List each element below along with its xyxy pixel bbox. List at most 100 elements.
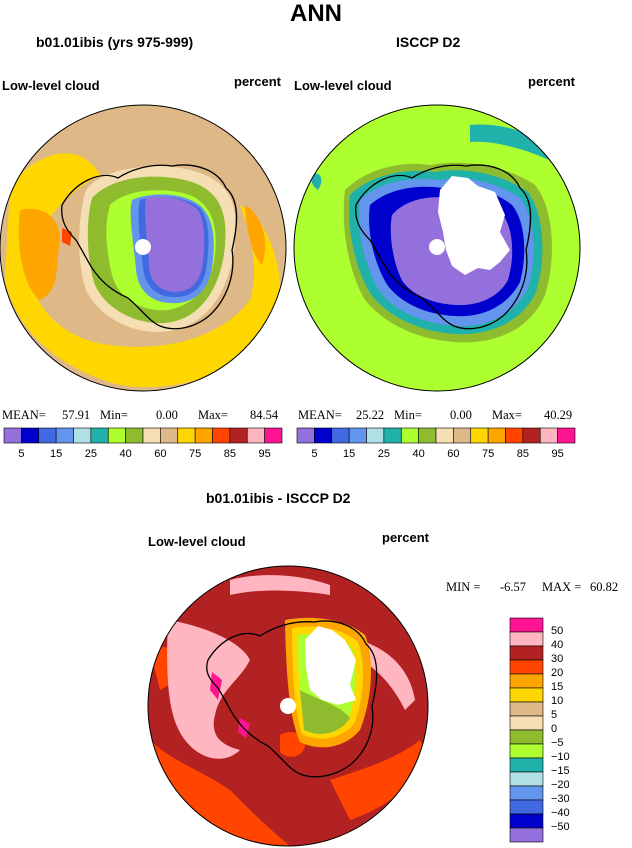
colorbar-box: [435, 427, 454, 444]
map-border-obs: [293, 104, 581, 392]
field-band-orange-east: [245, 205, 266, 265]
colorbar-box: [160, 427, 179, 444]
pole-marker: [280, 698, 296, 714]
colorbar-tick-label: −10: [551, 751, 570, 763]
colorbar-box: [55, 427, 74, 444]
colorbar-box: [487, 427, 506, 444]
colorbar-box: [348, 427, 367, 444]
colorbar-box: [21, 427, 40, 444]
colorbar-box: [125, 427, 144, 444]
colorbar-box: [509, 715, 544, 731]
colorbar-box: [90, 427, 109, 444]
colorbar-tick-label: −30: [551, 793, 570, 805]
colorbar-box: [296, 427, 315, 444]
colorbar-tick-label: 5: [551, 709, 558, 721]
field-band-yellow: [5, 153, 281, 388]
variable-label-model: Low-level cloud: [2, 78, 100, 93]
colorbar-box: [264, 427, 283, 444]
colorbar-tick-label: 40: [551, 639, 564, 651]
colorbar-box: [505, 427, 524, 444]
colorbar-tick-label: 40: [412, 448, 425, 460]
colorbar-box: [509, 673, 544, 689]
colorbar-box: [509, 617, 544, 633]
colorbar-tick-label: 50: [551, 625, 564, 637]
mean-value-obs: 25.22: [356, 408, 385, 422]
colorbar-box: [509, 799, 544, 815]
min-value-diff: -6.57: [500, 580, 527, 594]
colorbar-box: [418, 427, 437, 444]
colorbar-box: [177, 427, 196, 444]
pole-marker: [135, 239, 151, 255]
colorbar-box: [212, 427, 231, 444]
field-patch-pink-east: [360, 640, 415, 710]
colorbar-tick-label: 85: [223, 448, 236, 460]
field-ring-olive: [300, 690, 350, 734]
colorbar-box: [194, 427, 213, 444]
field-core-purple: [145, 196, 205, 292]
colorbar-box: [314, 427, 333, 444]
max-label-obs: Max=: [492, 408, 522, 422]
field-no-data: [438, 176, 510, 275]
colorbar-tick-label: 30: [551, 653, 564, 665]
colorbar-box: [509, 743, 544, 759]
min-label-obs: Min=: [394, 408, 422, 422]
units-label-model: percent: [234, 74, 281, 89]
colorbar-tick-label: 40: [119, 448, 132, 460]
colorbar-tick-label: −40: [551, 807, 570, 819]
colorbar-tick-label: −50: [551, 821, 570, 833]
variable-label-diff: Low-level cloud: [148, 534, 246, 549]
colorbar-box: [509, 757, 544, 773]
max-label-diff: MAX =: [542, 580, 582, 594]
colorbar-box: [509, 771, 544, 787]
min-value-model: 0.00: [156, 408, 178, 422]
max-value-model: 84.54: [250, 408, 279, 422]
pole-marker: [429, 239, 445, 255]
field-band-orange-west: [18, 208, 61, 300]
colorbar-tick-label: 20: [551, 667, 564, 679]
colorbar-box: [73, 427, 92, 444]
colorbar-tick-label: −5: [551, 737, 564, 749]
colorbar-tick-label: 0: [551, 723, 558, 735]
map-border-diff: [147, 565, 429, 847]
colorbar-tick-label: −15: [551, 765, 570, 777]
variable-label-obs: Low-level cloud: [294, 78, 392, 93]
colorbar-box: [557, 427, 576, 444]
units-label-obs: percent: [528, 74, 575, 89]
colorbar-box: [246, 427, 265, 444]
colorbar-box: [470, 427, 489, 444]
field-patch-pink-west: [167, 620, 250, 759]
min-label-diff: MIN =: [446, 580, 481, 594]
min-value-obs: 0.00: [450, 408, 472, 422]
colorbar-tick-label: 15: [551, 681, 564, 693]
colorbar-box: [383, 427, 402, 444]
antarctic-coastline: [61, 164, 238, 330]
colorbar-box: [539, 427, 558, 444]
colorbar-tick-label: 25: [377, 448, 390, 460]
mean-label-obs: MEAN=: [298, 408, 342, 422]
colorbar-tick-label: 95: [551, 448, 564, 460]
colorbar-box: [509, 631, 544, 647]
units-label-diff: percent: [382, 530, 429, 545]
colorbar-tick-label: 75: [482, 448, 495, 460]
colorbar-tick-label: −20: [551, 779, 570, 791]
colorbar-box: [509, 827, 544, 843]
field-patch-teal-west: [311, 173, 322, 190]
colorbar-diff: [509, 617, 544, 843]
colorbar-obs: [296, 427, 576, 444]
field-patch-pink-north: [230, 575, 330, 595]
map-panel-model: [0, 105, 286, 391]
colorbar-box: [453, 427, 472, 444]
map-panel-obs: [294, 105, 580, 391]
mean-value-model: 57.91: [62, 408, 91, 422]
max-label-model: Max=: [198, 408, 228, 422]
colorbar-tick-label: 15: [50, 448, 63, 460]
mean-label-model: MEAN=: [2, 408, 46, 422]
colorbar-box: [38, 427, 57, 444]
max-value-diff: 60.82: [590, 580, 619, 594]
colorbar-box: [3, 427, 22, 444]
colorbar-tick-label: 60: [447, 448, 460, 460]
colorbar-box: [331, 427, 350, 444]
panel-title-obs: ISCCP D2: [396, 34, 461, 50]
colorbar-box: [509, 813, 544, 829]
